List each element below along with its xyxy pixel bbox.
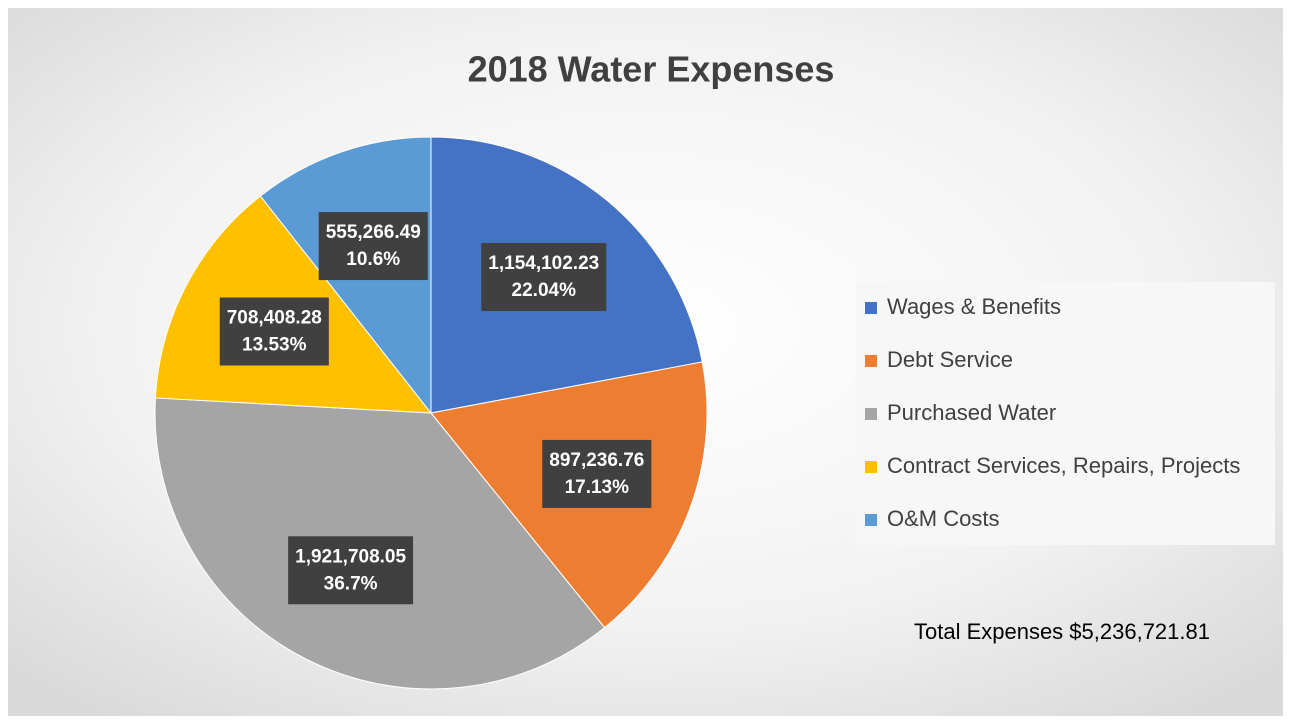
data-label-percent: 36.7% <box>324 573 378 594</box>
legend-box <box>855 282 1275 545</box>
data-label-percent: 22.04% <box>512 280 577 301</box>
data-label-box <box>288 536 414 605</box>
data-label: 1,154,102.23 22.04% <box>481 243 607 312</box>
legend-label: O&M Costs <box>887 506 999 531</box>
data-label-box <box>318 212 428 281</box>
legend-swatch <box>865 514 877 526</box>
data-label-value: 897,236.76 <box>549 450 644 471</box>
annotation: Total Expenses $5,236,721.81 <box>914 619 1210 644</box>
data-label: 555,266.49 10.6% <box>318 212 428 281</box>
legend-swatch <box>865 302 877 314</box>
data-label-value: 555,266.49 <box>326 222 421 243</box>
legend-swatch <box>865 355 877 367</box>
data-label-box <box>542 439 652 508</box>
data-label-box <box>481 243 607 312</box>
data-label: 1,921,708.05 36.7% <box>288 536 414 605</box>
legend-label: Debt Service <box>887 347 1013 372</box>
legend-swatch <box>865 408 877 420</box>
legend-label: Purchased Water <box>887 400 1056 425</box>
legend-swatch <box>865 461 877 473</box>
data-label-value: 708,408.28 <box>227 308 322 329</box>
data-label: 897,236.76 17.13% <box>542 439 652 508</box>
data-label-percent: 13.53% <box>242 335 307 356</box>
chart-title: 2018 Water Expenses <box>468 49 835 90</box>
data-label-percent: 17.13% <box>565 477 630 498</box>
data-label-percent: 10.6% <box>346 249 400 270</box>
data-label-value: 1,154,102.23 <box>488 253 599 274</box>
legend-label: Contract Services, Repairs, Projects <box>887 453 1240 478</box>
data-label: 708,408.28 13.53% <box>219 297 329 366</box>
data-label-box <box>219 297 329 366</box>
legend-label: Wages & Benefits <box>887 294 1061 319</box>
data-label-value: 1,921,708.05 <box>295 546 406 567</box>
